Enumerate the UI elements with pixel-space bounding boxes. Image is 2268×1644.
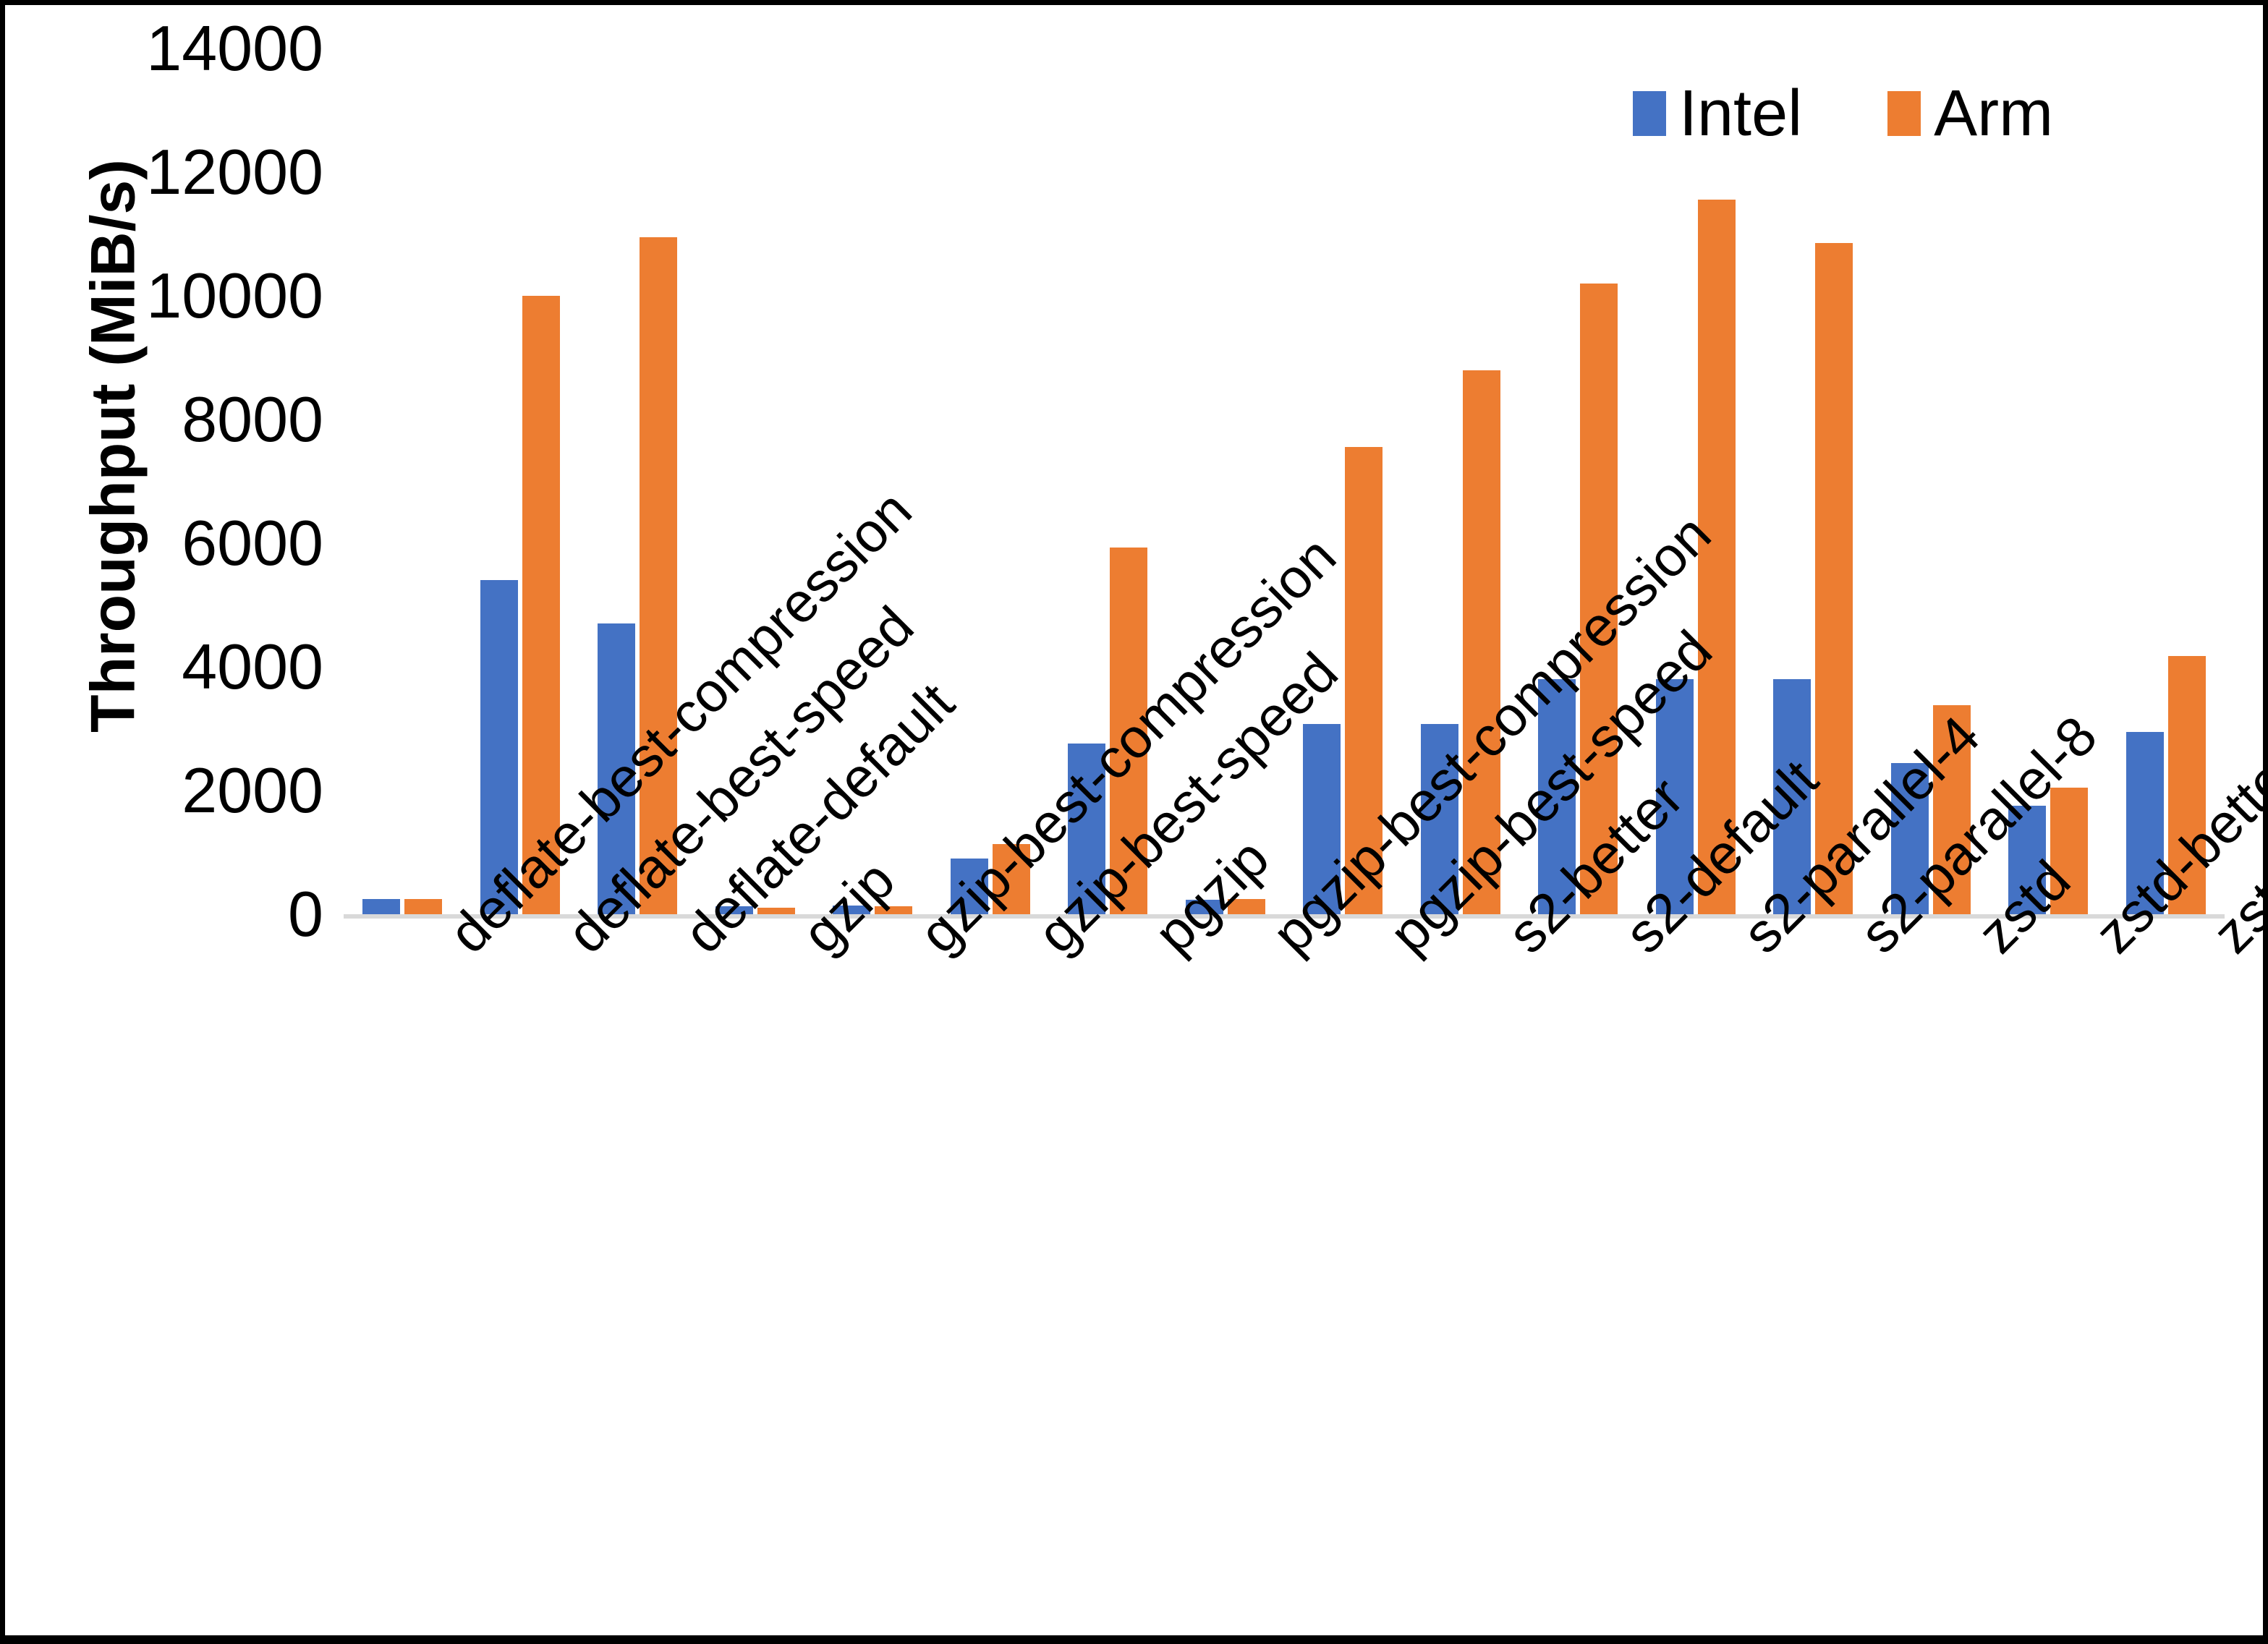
bar-group — [1420, 48, 1500, 914]
y-axis-tick-label: 0 — [288, 878, 323, 950]
bar-group — [1068, 48, 1148, 914]
bar-arm[interactable] — [404, 898, 443, 914]
bar-group — [1773, 48, 1853, 914]
bar-group — [715, 48, 795, 914]
x-axis-category-label: s2-better — [1495, 766, 1695, 966]
bar-group — [362, 48, 443, 914]
bar-arm[interactable] — [1697, 200, 1736, 914]
bar-intel[interactable] — [715, 906, 753, 914]
x-axis-category-label: zstd-fastest — [2201, 720, 2268, 966]
x-axis-baseline — [344, 914, 2225, 919]
bar-intel[interactable] — [1538, 679, 1576, 914]
x-axis-category-label: s2-default — [1613, 748, 1830, 965]
x-axis-category-label: s2-parallel-4 — [1730, 704, 1992, 966]
x-axis-category-label: gzip-best-speed — [1025, 641, 1350, 966]
bar-arm[interactable] — [522, 296, 560, 914]
bar-group — [1538, 48, 1618, 914]
bar-arm[interactable] — [1227, 898, 1265, 914]
legend-label: Arm — [1934, 77, 2054, 150]
y-axis-tick-label: 10000 — [146, 260, 323, 331]
bar-intel[interactable] — [1890, 762, 1929, 914]
bar-arm[interactable] — [640, 237, 678, 914]
bar-arm[interactable] — [1932, 705, 1971, 914]
y-axis-tick-label: 14000 — [146, 12, 323, 84]
legend-entry-arm[interactable]: Arm — [1887, 81, 2053, 146]
x-axis-category-label: gzip-best-compression — [908, 525, 1349, 966]
bar-arm[interactable] — [1345, 447, 1383, 914]
bar-group — [1185, 48, 1265, 914]
bar-intel[interactable] — [480, 580, 518, 914]
x-axis-category-label: gzip — [790, 848, 906, 966]
bar-arm[interactable] — [2050, 787, 2089, 914]
bar-intel[interactable] — [950, 859, 988, 914]
bar-intel[interactable] — [1068, 744, 1106, 914]
y-axis-tick-label: 2000 — [182, 754, 323, 826]
bar-group — [1890, 48, 1971, 914]
y-axis-tick-label: 8000 — [182, 383, 323, 455]
bar-group — [2125, 48, 2206, 914]
bar-group — [480, 48, 560, 914]
bar-intel[interactable] — [1303, 723, 1341, 914]
bar-intel[interactable] — [1420, 723, 1458, 914]
bar-intel[interactable] — [1185, 900, 1223, 914]
bar-intel[interactable] — [2125, 731, 2164, 914]
x-axis-category-label: deflate-default — [672, 671, 967, 966]
y-axis-tick-label: 12000 — [146, 136, 323, 208]
y-axis-ticks: 14000 12000 10000 8000 6000 4000 2000 0 — [114, 5, 323, 950]
bar-arm[interactable] — [1580, 283, 1618, 914]
chart-legend: Intel Arm — [1633, 81, 2053, 146]
x-axis-category-label: zstd-better-compression — [2084, 498, 2263, 965]
x-axis-category-label: pgzip — [1142, 827, 1281, 966]
x-axis-category-label: zstd — [1966, 849, 2082, 966]
bar-group — [1655, 48, 1736, 914]
bar-group — [833, 48, 913, 914]
legend-swatch-icon — [1887, 91, 1921, 136]
bar-arm[interactable] — [992, 844, 1030, 914]
bar-arm[interactable] — [2167, 655, 2206, 914]
legend-label: Intel — [1679, 77, 1803, 150]
x-axis-category-label: s2-parallel-8 — [1848, 704, 2110, 966]
bar-arm[interactable] — [1462, 370, 1500, 914]
y-axis-tick-label: 6000 — [182, 507, 323, 579]
bar-group — [950, 48, 1030, 914]
plot-area — [344, 48, 2225, 919]
bar-group — [598, 48, 678, 914]
x-axis-category-label: pgzip-best-compression — [1260, 503, 1723, 965]
bar-arm[interactable] — [1815, 243, 1853, 914]
bar-intel[interactable] — [598, 623, 636, 914]
legend-swatch-icon — [1633, 91, 1666, 136]
bar-arm[interactable] — [875, 906, 913, 914]
bar-intel[interactable] — [362, 898, 401, 914]
y-axis-tick-label: 4000 — [182, 631, 323, 702]
x-axis-category-labels: deflate-best-compression deflate-best-spe… — [344, 479, 2263, 1611]
x-axis-category-label: pgzip-best-speed — [1378, 619, 1725, 966]
bar-group — [2008, 48, 2089, 914]
x-axis-category-label: deflate-best-compression — [437, 479, 924, 966]
bar-arm[interactable] — [1110, 548, 1148, 914]
bar-intel[interactable] — [833, 906, 871, 914]
bar-group — [1303, 48, 1383, 914]
legend-entry-intel[interactable]: Intel — [1633, 81, 1802, 146]
bar-intel[interactable] — [1655, 679, 1694, 914]
bar-arm[interactable] — [757, 907, 795, 914]
bar-intel[interactable] — [1773, 679, 1812, 914]
x-axis-category-label: deflate-best-speed — [555, 595, 926, 966]
bar-intel[interactable] — [2008, 806, 2047, 914]
